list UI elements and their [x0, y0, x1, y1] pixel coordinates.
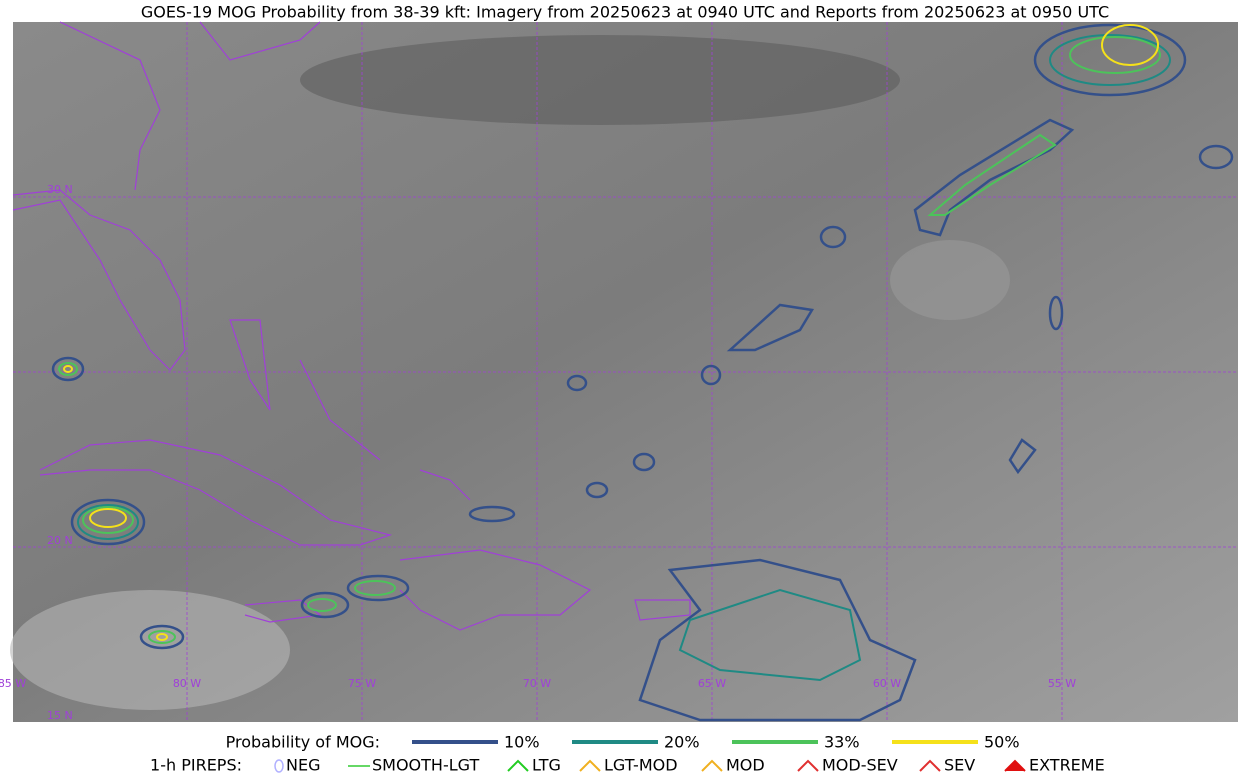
lat-label: 20 N — [47, 534, 73, 547]
pirep-label: EXTREME — [1029, 756, 1105, 775]
legend-label: 10% — [504, 733, 540, 752]
lon-label: 65 W — [698, 677, 726, 690]
pirep-label: MOD — [726, 756, 765, 775]
clouds — [10, 590, 290, 710]
pirep-symbol — [797, 759, 819, 772]
legend-title: Probability of MOG: — [226, 733, 380, 752]
lon-label: 70 W — [523, 677, 551, 690]
labels: 30 N 20 N 15 N 85 W 80 W 75 W 70 W 65 W 60 W 55 W — [0, 183, 1076, 722]
pirep-symbol — [579, 759, 601, 772]
lon-label: 60 W — [873, 677, 901, 690]
lon-label: 55 W — [1048, 677, 1076, 690]
pirep-symbol — [919, 759, 941, 772]
pireps-title: 1-h PIREPS: — [150, 756, 242, 775]
title: GOES-19 MOG Probability from 38-39 kft: … — [141, 3, 1109, 22]
pirep-symbol — [507, 759, 529, 772]
coastlines — [12, 21, 691, 631]
pirep-label: SMOOTH-LGT — [372, 756, 479, 775]
legend-label: 20% — [664, 733, 700, 752]
legend-label: 33% — [824, 733, 860, 752]
pirep-symbol — [1004, 759, 1026, 772]
pirep-label: LGT-MOD — [604, 756, 678, 775]
swirl — [890, 240, 1010, 320]
lat-label: 30 N — [47, 183, 73, 196]
probability-contours — [51, 23, 1234, 722]
pirep-symbol — [274, 759, 284, 773]
lon-label: 85 W — [0, 677, 26, 690]
dry-air — [300, 35, 900, 125]
pirep-label: NEG — [286, 756, 320, 775]
lon-label: 80 W — [173, 677, 201, 690]
pirep-label: MOD-SEV — [822, 756, 898, 775]
pirep-symbol — [701, 759, 723, 772]
pirep-label: SEV — [944, 756, 975, 775]
lon-label: 75 W — [348, 677, 376, 690]
legend: Probability of MOG: 10% 20% 33% 50% 1-h PIREP… — [150, 733, 1105, 775]
pirep-label: LTG — [532, 756, 561, 775]
legend-label: 50% — [984, 733, 1020, 752]
lat-label: 15 N — [47, 709, 73, 722]
